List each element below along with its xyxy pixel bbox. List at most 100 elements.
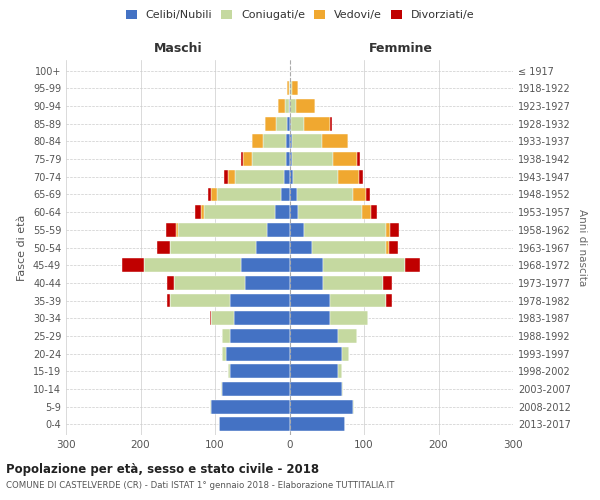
Bar (290, 134, 292, 148)
Text: Popolazione per età, sesso e stato civile - 2018: Popolazione per età, sesso e stato civil… (6, 462, 319, 475)
Bar (290, 400, 353, 413)
Bar (122, 258, 144, 272)
Bar (204, 205, 275, 219)
Bar (174, 276, 245, 290)
Bar (289, 82, 290, 95)
Bar (157, 240, 170, 254)
Bar (211, 188, 217, 202)
Bar (289, 99, 290, 113)
Bar (230, 294, 290, 308)
Bar (224, 170, 227, 183)
Bar (252, 152, 286, 166)
Text: COMUNE DI CASTELVERDE (CR) - Dati ISTAT 1° gennaio 2018 - Elaborazione TUTTITALI: COMUNE DI CASTELVERDE (CR) - Dati ISTAT … (6, 481, 394, 490)
Bar (286, 152, 290, 166)
Bar (293, 170, 338, 183)
Bar (312, 240, 386, 254)
Bar (210, 400, 211, 413)
Bar (331, 117, 332, 130)
Bar (276, 117, 287, 130)
Bar (208, 188, 211, 202)
Bar (362, 205, 371, 219)
Bar (334, 152, 357, 166)
Bar (229, 364, 230, 378)
Bar (353, 400, 355, 413)
Bar (230, 329, 290, 343)
Bar (290, 382, 341, 396)
Bar (290, 346, 341, 360)
Bar (341, 382, 343, 396)
Text: Femmine: Femmine (369, 42, 433, 54)
Legend: Celibi/Nubili, Coniugati/e, Vedovi/e, Divorziati/e: Celibi/Nubili, Coniugati/e, Vedovi/e, Di… (121, 6, 479, 25)
Bar (290, 205, 298, 219)
Bar (281, 188, 290, 202)
Bar (287, 82, 289, 95)
Bar (390, 223, 399, 236)
Bar (292, 82, 298, 95)
Bar (210, 312, 211, 325)
Bar (263, 134, 286, 148)
Bar (178, 223, 267, 236)
Bar (322, 134, 347, 148)
Bar (386, 223, 390, 236)
Bar (371, 205, 377, 219)
Bar (304, 117, 331, 130)
Bar (405, 258, 420, 272)
Bar (166, 223, 176, 236)
Bar (284, 170, 290, 183)
Bar (331, 312, 368, 325)
Bar (290, 188, 297, 202)
Bar (290, 258, 323, 272)
Bar (290, 276, 323, 290)
Bar (176, 223, 178, 236)
Bar (296, 99, 315, 113)
Bar (290, 418, 346, 432)
Bar (241, 152, 244, 166)
Bar (245, 276, 290, 290)
Bar (290, 364, 338, 378)
Y-axis label: Fasce di età: Fasce di età (17, 214, 27, 280)
Bar (275, 205, 290, 219)
Bar (323, 258, 405, 272)
Bar (290, 329, 338, 343)
Bar (286, 134, 290, 148)
Bar (338, 364, 341, 378)
Bar (233, 312, 290, 325)
Bar (386, 294, 392, 308)
Bar (287, 117, 290, 130)
Bar (366, 188, 370, 202)
Bar (290, 223, 304, 236)
Bar (323, 276, 383, 290)
Bar (241, 258, 290, 272)
Bar (167, 276, 174, 290)
Bar (290, 152, 292, 166)
Bar (170, 240, 256, 254)
Bar (211, 312, 233, 325)
Bar (226, 346, 290, 360)
Bar (167, 294, 170, 308)
Bar (383, 276, 392, 290)
Bar (341, 346, 349, 360)
Bar (201, 205, 204, 219)
Bar (386, 240, 389, 254)
Bar (244, 152, 252, 166)
Bar (144, 258, 241, 272)
Bar (235, 170, 284, 183)
Bar (278, 99, 285, 113)
Bar (230, 364, 290, 378)
Bar (265, 117, 276, 130)
Bar (359, 170, 362, 183)
Bar (297, 188, 353, 202)
Bar (298, 205, 362, 219)
Bar (223, 382, 290, 396)
Bar (338, 170, 359, 183)
Bar (290, 312, 331, 325)
Bar (290, 294, 331, 308)
Bar (290, 99, 296, 113)
Bar (331, 294, 386, 308)
Bar (227, 170, 235, 183)
Bar (338, 329, 356, 343)
Bar (290, 240, 312, 254)
Bar (353, 188, 366, 202)
Bar (290, 82, 292, 95)
Bar (267, 223, 290, 236)
